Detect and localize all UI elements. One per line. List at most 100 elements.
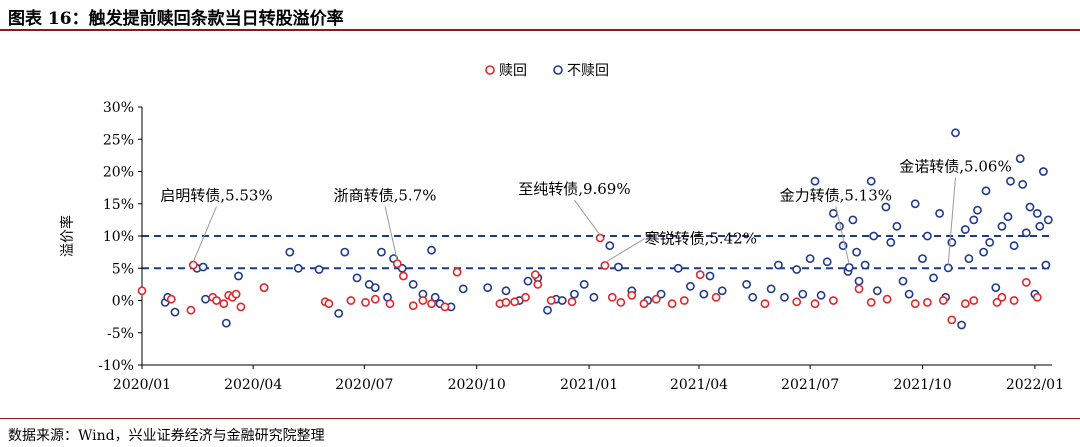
legend-label-1: 不赎回 (567, 62, 609, 79)
not-redeem-point (1035, 221, 1045, 231)
not-redeem-point (805, 254, 815, 263)
x-tick-label: 2022/01 (1006, 377, 1064, 393)
not-redeem-point (221, 318, 231, 328)
not-redeem-point (829, 208, 838, 218)
not-redeem-point (170, 307, 180, 317)
title-rule (0, 29, 1080, 31)
not-redeem-point (1021, 228, 1031, 238)
not-redeem-point (872, 286, 882, 296)
not-redeem-point (285, 247, 295, 257)
not-redeem-point (904, 289, 914, 299)
legend-marker-0 (485, 65, 495, 75)
redeem-point (866, 297, 876, 307)
source-note: 数据来源：Wind，兴业证券经济与金融研究院整理 (8, 428, 325, 444)
redeem-point (501, 297, 511, 307)
y-tick-label: 20% (103, 165, 134, 181)
not-redeem-point (969, 215, 979, 225)
redeem-point (166, 294, 176, 304)
not-redeem-point (557, 296, 567, 305)
redeem-point (651, 294, 661, 304)
annotation-leader (384, 206, 398, 261)
not-redeem-point (816, 290, 826, 300)
y-tick-label: -10% (98, 358, 134, 374)
not-redeem-point (501, 286, 511, 296)
annotation-label: 启明转债,5.53% (160, 187, 272, 205)
x-tick-label: 2020/04 (224, 377, 282, 393)
reference-lines (142, 235, 1052, 270)
x-tick-label: 2021/01 (560, 377, 618, 393)
not-redeem-point (792, 265, 802, 274)
not-redeem-point (780, 292, 789, 302)
annotations: 启明转债,5.53% 浙商转债,5.7% 至纯转债,9.69% 寒锐转债,5.42% 金… (160, 158, 1012, 265)
not-redeem-point (1039, 167, 1048, 176)
redeem-point (910, 299, 920, 309)
redeem-point (137, 286, 147, 296)
redeem-point (639, 299, 649, 309)
not-redeem-point (774, 260, 783, 270)
redeem-point (212, 296, 221, 305)
not-redeem-point (1043, 215, 1053, 225)
data-points (137, 128, 1053, 330)
redeem-point (231, 289, 241, 299)
not-redeem-point (973, 205, 982, 215)
y-tick-label: 10% (103, 229, 134, 245)
not-redeem-point (483, 283, 493, 292)
not-redeem-point (686, 281, 695, 291)
not-redeem-point (570, 289, 579, 299)
not-redeem-point (854, 276, 864, 286)
not-redeem-point (960, 225, 970, 234)
y-tick-label: 15% (103, 197, 134, 213)
annotation-label: 至纯转债,9.69% (518, 180, 630, 198)
redeem-point (427, 299, 436, 309)
y-axis-label-group: 溢价率 (59, 215, 76, 257)
redeem-point (947, 315, 957, 325)
redeem-point (398, 271, 408, 281)
not-redeem-point (314, 265, 324, 274)
not-redeem-point (656, 289, 666, 299)
redeem-point (546, 296, 556, 305)
redeem-point (969, 296, 979, 305)
not-redeem-point (1009, 241, 1019, 251)
redeem-point (607, 292, 617, 302)
redeem-point (361, 297, 370, 307)
annotation-label: 金力转债,5.13% (780, 187, 892, 205)
bottom-rule (0, 418, 1080, 419)
not-redeem-point (991, 283, 1001, 292)
x-tick-label: 2020/07 (335, 377, 393, 393)
not-redeem-point (923, 231, 932, 241)
not-redeem-point (957, 320, 966, 330)
axes: -10% -5% 0% 5% 10% 15% 20% 25% 30% 2020/01 2020/04… (98, 100, 1064, 393)
redeem-point (392, 259, 402, 269)
redeem-point (418, 296, 428, 305)
not-redeem-point (1006, 176, 1015, 186)
not-redeem-point (427, 245, 436, 255)
not-redeem-point (370, 283, 380, 292)
not-redeem-point (852, 247, 861, 257)
legend: 赎回 不赎回 (485, 62, 609, 79)
redeem-point (997, 292, 1007, 302)
redeem-point (792, 297, 802, 307)
not-redeem-point (886, 237, 896, 247)
not-redeem-point (1003, 212, 1013, 222)
not-redeem-point (1025, 202, 1035, 212)
figure-title: 图表 16：触发提前赎回条款当日转股溢价率 (8, 9, 344, 29)
not-redeem-point (964, 254, 974, 263)
not-redeem-point (881, 202, 891, 212)
redeem-point (219, 299, 229, 309)
redeem-point (188, 260, 198, 270)
redeem-point (510, 297, 519, 307)
redeem-point (695, 270, 705, 280)
not-redeem-point (1032, 208, 1042, 218)
not-redeem-point (1015, 154, 1025, 163)
y-tick-label: -5% (107, 326, 134, 342)
redeem-point (711, 292, 721, 302)
not-redeem-point (334, 308, 344, 318)
redeem-point (854, 284, 864, 294)
redeem-point (882, 294, 892, 304)
annotation-label: 金诺转债,5.06% (899, 158, 1011, 176)
y-tick-label: 0% (112, 294, 134, 310)
not-redeem-point (614, 262, 623, 272)
redeem-point (810, 299, 820, 309)
not-redeem-point (951, 128, 960, 138)
not-redeem-point (985, 237, 995, 247)
